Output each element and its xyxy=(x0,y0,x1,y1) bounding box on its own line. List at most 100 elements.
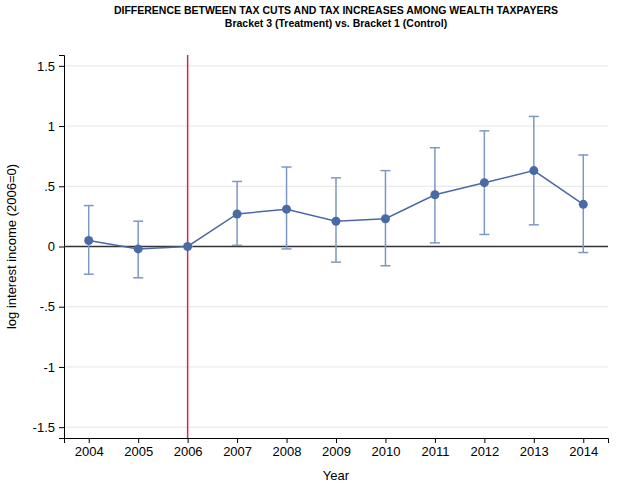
y-tick-mark xyxy=(59,126,64,127)
grid-line xyxy=(64,306,608,307)
error-bar-cap xyxy=(133,277,143,279)
x-tick-mark xyxy=(287,438,288,443)
x-tick-label: 2014 xyxy=(569,444,598,459)
x-tick-mark xyxy=(583,438,584,443)
error-bar-cap xyxy=(84,273,94,275)
marker xyxy=(233,209,242,218)
error-bar-cap xyxy=(529,224,539,226)
error-bar xyxy=(529,116,539,224)
marker xyxy=(84,236,93,245)
y-tick: 1.5 xyxy=(37,58,64,73)
error-bar xyxy=(331,178,341,262)
marker xyxy=(430,190,439,199)
x-tick-label: 2005 xyxy=(124,444,153,459)
plot: -1.5-1-.50.511.5200420052006200720082009… xyxy=(33,55,609,459)
x-tick-label: 2010 xyxy=(371,444,400,459)
marker xyxy=(529,166,538,175)
x-axis-title: Year xyxy=(323,468,350,483)
series xyxy=(84,116,589,277)
x-tick: 2005 xyxy=(124,438,153,459)
subtitle: Bracket 3 (Treatment) vs. Bracket 1 (Con… xyxy=(225,17,447,29)
error-bar-cap xyxy=(479,234,489,236)
x-tick-mark xyxy=(237,438,238,443)
x-tick-label: 2007 xyxy=(223,444,252,459)
x-tick: 2012 xyxy=(470,438,499,459)
error-bar-cap xyxy=(380,265,390,267)
error-bar xyxy=(578,155,588,253)
grid-line xyxy=(64,427,608,428)
y-tick-mark xyxy=(59,186,64,187)
marker xyxy=(579,200,588,209)
y-tick: -.5 xyxy=(40,299,64,314)
y-tick: 1 xyxy=(48,119,64,134)
marker xyxy=(381,214,390,223)
y-tick-label: 1.5 xyxy=(37,58,55,73)
error-bar-cap xyxy=(282,248,292,250)
y-tick: -1 xyxy=(43,360,64,375)
error-bar-cap xyxy=(232,181,242,183)
x-tick-label: 2011 xyxy=(421,444,449,459)
error-bar xyxy=(479,131,489,235)
x-tick-mark xyxy=(89,438,90,443)
error-bar xyxy=(232,181,242,245)
x-tick-mark xyxy=(534,438,535,443)
x-tick-mark xyxy=(385,438,386,443)
marker xyxy=(282,205,291,214)
x-tick-label: 2012 xyxy=(470,444,499,459)
y-tick-mark xyxy=(59,427,64,428)
x-tick-mark xyxy=(336,438,337,443)
error-bar-cap xyxy=(331,177,341,179)
error-bar-cap xyxy=(430,242,440,244)
y-axis-line xyxy=(59,56,65,439)
marks xyxy=(64,55,608,438)
grid xyxy=(64,66,608,427)
x-tick: 2013 xyxy=(520,438,549,459)
series-line xyxy=(89,171,584,249)
error-bar-cap xyxy=(133,220,143,222)
x-tick-mark xyxy=(484,438,485,443)
y-tick-mark xyxy=(59,66,64,67)
x-axis: 2004200520062007200820092010201120122013… xyxy=(65,438,609,459)
y-tick-label: -1.5 xyxy=(33,420,55,435)
y-tick-label: 1 xyxy=(48,119,55,134)
y-axis-title: log interest income (2006=0) xyxy=(4,164,19,329)
error-bar xyxy=(380,171,390,266)
error-bar xyxy=(84,206,94,275)
x-axis-line xyxy=(65,439,609,444)
y-tick-label: -.5 xyxy=(40,299,55,314)
x-tick-mark xyxy=(435,438,436,443)
x-tick: 2009 xyxy=(322,438,351,459)
y-tick: 0 xyxy=(48,239,64,254)
error-bar-cap xyxy=(578,154,588,156)
x-tick-label: 2008 xyxy=(273,444,302,459)
error-bar-cap xyxy=(430,147,440,149)
y-axis: -1.5 -1 -.5 0 .5 1 1.5 xyxy=(33,56,65,439)
chart: -1.5-1-.50.511.5200420052006200720082009… xyxy=(0,0,618,484)
y-tick-mark xyxy=(59,247,64,248)
y-tick-label: -1 xyxy=(43,360,55,375)
x-tick: 2014 xyxy=(569,438,598,459)
error-bar-cap xyxy=(529,116,539,118)
error-bar-cap xyxy=(578,252,588,254)
y-tick-label: 0 xyxy=(48,239,55,254)
error-bar-cap xyxy=(282,166,292,168)
title: DIFFERENCE BETWEEN TAX CUTS AND TAX INCR… xyxy=(114,4,558,16)
error-bar-cap xyxy=(380,170,390,172)
x-tick-label: 2006 xyxy=(174,444,203,459)
x-tick-mark xyxy=(138,438,139,443)
y-tick-mark xyxy=(59,307,64,308)
error-bar-cap xyxy=(331,261,341,263)
x-tick: 2007 xyxy=(223,438,252,459)
error-bar xyxy=(282,167,292,249)
grid-line xyxy=(64,65,608,66)
marker xyxy=(480,178,489,187)
x-tick: 2008 xyxy=(273,438,302,459)
grid-line xyxy=(64,126,608,127)
error-bar-cap xyxy=(232,245,242,247)
y-tick: .5 xyxy=(44,179,64,194)
marker xyxy=(332,217,341,226)
error-bar-cap xyxy=(84,205,94,207)
y-tick: -1.5 xyxy=(33,420,64,435)
x-tick-label: 2013 xyxy=(520,444,549,459)
y-tick-label: .5 xyxy=(44,179,55,194)
